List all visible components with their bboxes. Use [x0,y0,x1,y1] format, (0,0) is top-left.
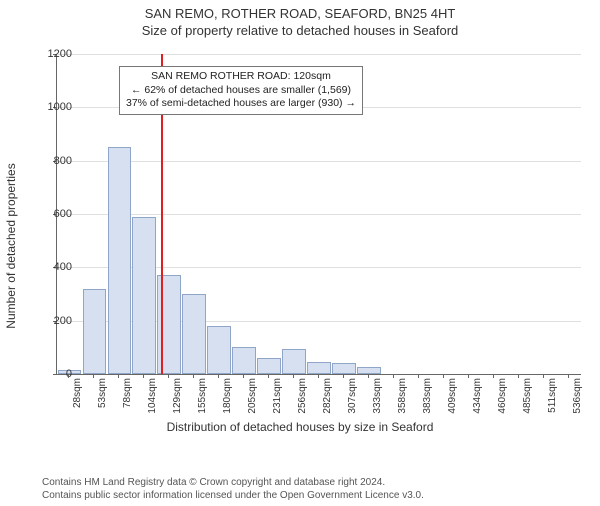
xtick-mark [193,374,194,378]
xtick-mark [318,374,319,378]
xtick-mark [68,374,69,378]
xtick-mark [143,374,144,378]
xtick-mark [568,374,569,378]
ytick-label: 200 [42,315,72,327]
histogram-bar [307,362,331,374]
xtick-mark [93,374,94,378]
xtick-label: 511sqm [547,378,558,422]
xtick-mark [468,374,469,378]
histogram-bar [357,367,381,374]
gridline [57,54,581,55]
xtick-mark [293,374,294,378]
xtick-mark [443,374,444,378]
histogram-bar [83,289,107,374]
xtick-label: 409sqm [447,378,458,422]
histogram-bar [232,347,256,374]
callout-line2: ← 62% of detached houses are smaller (1,… [126,84,356,98]
xtick-label: 282sqm [322,378,333,422]
xtick-mark [393,374,394,378]
footer-line1: Contains HM Land Registry data © Crown c… [42,477,424,490]
xtick-label: 460sqm [497,378,508,422]
xtick-label: 205sqm [247,378,258,422]
plot-area: SAN REMO ROTHER ROAD: 120sqm ← 62% of de… [56,54,581,375]
xtick-mark [343,374,344,378]
xtick-mark [243,374,244,378]
marker-callout: SAN REMO ROTHER ROAD: 120sqm ← 62% of de… [119,66,363,115]
xtick-mark [543,374,544,378]
xtick-label: 155sqm [197,378,208,422]
xtick-label: 129sqm [172,378,183,422]
xtick-label: 485sqm [522,378,533,422]
histogram-bar [282,349,306,374]
xtick-label: 383sqm [422,378,433,422]
ytick-label: 1200 [42,48,72,60]
xtick-mark [518,374,519,378]
x-axis-label: Distribution of detached houses by size … [0,420,600,434]
xtick-label: 104sqm [147,378,158,422]
xtick-mark [218,374,219,378]
xtick-label: 231sqm [272,378,283,422]
footer-line2: Contains public sector information licen… [42,490,424,503]
xtick-label: 536sqm [572,378,583,422]
ytick-label: 800 [42,155,72,167]
y-axis-label: Number of detached properties [4,163,18,328]
callout-line1: SAN REMO ROTHER ROAD: 120sqm [126,70,356,84]
xtick-mark [268,374,269,378]
page-subtitle: Size of property relative to detached ho… [0,23,600,38]
histogram-bar [108,147,132,374]
xtick-label: 78sqm [122,378,133,422]
xtick-label: 180sqm [222,378,233,422]
footer-attribution: Contains HM Land Registry data © Crown c… [42,477,424,502]
gridline [57,161,581,162]
ytick-label: 1000 [42,101,72,113]
xtick-label: 307sqm [347,378,358,422]
xtick-label: 434sqm [472,378,483,422]
histogram-bar [132,217,156,374]
xtick-mark [168,374,169,378]
histogram-bar [182,294,206,374]
xtick-label: 53sqm [97,378,108,422]
callout-line3: 37% of semi-detached houses are larger (… [126,97,356,111]
histogram-bar [207,326,231,374]
page-title-address: SAN REMO, ROTHER ROAD, SEAFORD, BN25 4HT [0,6,600,21]
histogram-bar [332,363,356,374]
ytick-label: 600 [42,208,72,220]
xtick-label: 28sqm [72,378,83,422]
ytick-label: 400 [42,261,72,273]
histogram-bar [257,358,281,374]
xtick-label: 256sqm [297,378,308,422]
xtick-mark [418,374,419,378]
xtick-label: 333sqm [372,378,383,422]
gridline [57,214,581,215]
chart-container: Number of detached properties SAN REMO R… [0,46,600,446]
xtick-label: 358sqm [397,378,408,422]
xtick-mark [368,374,369,378]
xtick-mark [493,374,494,378]
xtick-mark [118,374,119,378]
